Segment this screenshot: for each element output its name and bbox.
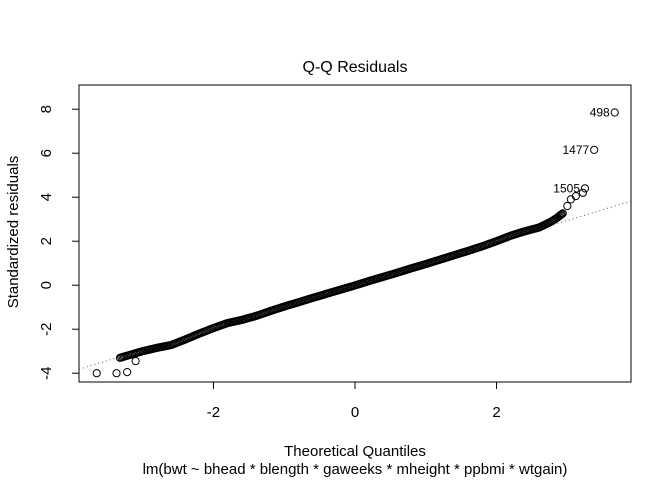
data-point — [131, 357, 140, 366]
plot-frame — [78, 84, 632, 383]
model-subtitle: lm(bwt ~ bhead * blength * gaweeks * mhe… — [143, 461, 568, 478]
outlier-label: 1477 — [562, 143, 589, 157]
point-labels-layer: 498 1477 1505 — [553, 106, 610, 196]
x-tick-label: 0 — [351, 404, 359, 421]
outlier-label: 1505 — [553, 181, 580, 195]
data-point — [123, 368, 132, 377]
x-axis: -2 0 2 — [207, 381, 501, 421]
data-point — [112, 369, 121, 378]
outlier-point — [580, 184, 590, 193]
data-point — [571, 192, 580, 201]
y-axis: -4 -2 0 2 4 6 8 — [38, 105, 80, 380]
chart-title: Q-Q Residuals — [303, 59, 408, 76]
x-tick-label: -2 — [207, 404, 220, 421]
y-axis-label: Standardized residuals — [5, 156, 22, 309]
data-point — [563, 201, 572, 211]
y-tick-label: 4 — [38, 193, 55, 201]
data-point — [557, 210, 566, 219]
y-tick-label: 8 — [38, 105, 55, 113]
outlier-point — [610, 108, 619, 117]
x-tick-label: 2 — [492, 404, 500, 421]
y-tick-label: 2 — [38, 237, 55, 245]
outlier-label: 498 — [590, 106, 610, 120]
data-point — [566, 195, 575, 204]
outlier-point — [590, 145, 599, 154]
y-tick-label: 6 — [38, 149, 55, 157]
y-tick-label: -4 — [38, 367, 55, 380]
data-point — [556, 210, 565, 220]
x-axis-label: Theoretical Quantiles — [284, 443, 426, 460]
data-point — [578, 188, 587, 197]
data-point — [92, 369, 101, 378]
y-tick-label: -2 — [38, 323, 55, 336]
data-point — [558, 209, 567, 218]
points-layer — [92, 108, 619, 378]
y-tick-label: 0 — [38, 281, 55, 289]
